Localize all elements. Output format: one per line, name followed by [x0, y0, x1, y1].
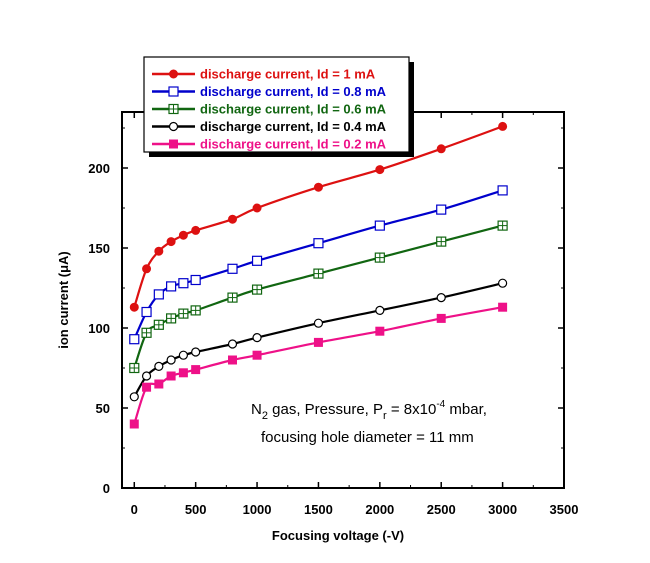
data-point: [178, 278, 189, 289]
data-point: [497, 185, 508, 196]
annotation-gas-pressure: N2 gas, Pressure, Pr = 8x10-4 mbar,: [251, 399, 487, 422]
legend-label: discharge current, Id = 0.8 mA: [200, 84, 387, 99]
legend-label: discharge current, Id = 0.4 mA: [200, 119, 387, 134]
data-point: [169, 139, 178, 149]
data-point: [166, 237, 176, 247]
data-point: [166, 313, 177, 324]
x-tick-label: 0: [131, 502, 138, 517]
data-point: [252, 350, 262, 360]
data-point: [142, 264, 152, 274]
data-point: [436, 144, 446, 154]
y-tick-label: 0: [103, 481, 110, 496]
data-point: [313, 268, 324, 279]
legend: discharge current, Id = 1 mA discharge cu…: [143, 56, 414, 157]
x-tick-label: 2500: [427, 502, 456, 517]
series-2: [129, 185, 508, 345]
legend-label: discharge current, Id = 1 mA: [200, 67, 376, 82]
data-point: [374, 220, 385, 231]
data-point: [436, 236, 447, 247]
annotation-hole-diameter: focusing hole diameter = 11 mm: [261, 429, 474, 446]
axis-ticks: 0 500 1000 1500 2000 2500 3000 3500 0 50 100 150 200: [88, 112, 578, 517]
data-point: [129, 392, 139, 402]
y-tick-label: 50: [96, 401, 110, 416]
series-layer: [129, 121, 508, 429]
x-tick-label: 500: [185, 502, 207, 517]
y-axis-label: ion current (μA): [56, 251, 71, 349]
x-tick-label: 1000: [243, 502, 272, 517]
data-point: [375, 165, 385, 175]
data-point: [313, 337, 323, 347]
data-point: [374, 252, 385, 263]
data-point: [168, 103, 179, 115]
x-tick-label: 3500: [550, 502, 579, 517]
data-point: [228, 214, 237, 224]
data-point: [166, 355, 176, 365]
series-5: [129, 302, 508, 429]
data-point: [227, 339, 238, 349]
series-4: [129, 278, 508, 402]
data-point: [169, 69, 178, 79]
data-point: [190, 274, 201, 286]
data-point: [191, 365, 201, 375]
data-point: [436, 204, 447, 215]
x-tick-label: 1500: [304, 502, 333, 517]
data-point: [141, 371, 152, 381]
data-point: [141, 306, 152, 318]
x-tick-label: 2000: [365, 502, 394, 517]
data-point: [168, 86, 179, 97]
data-point: [129, 419, 139, 429]
data-point: [313, 182, 323, 192]
data-point: [313, 318, 324, 328]
data-point: [178, 350, 188, 360]
series-3: [129, 220, 508, 374]
data-point: [154, 379, 164, 389]
y-tick-label: 150: [88, 241, 110, 256]
data-point: [252, 333, 262, 343]
data-point: [190, 305, 201, 316]
legend-label: discharge current, Id = 0.6 mA: [200, 102, 387, 117]
series-1: [129, 121, 508, 312]
data-point: [129, 362, 140, 374]
data-point: [436, 293, 446, 303]
data-point: [498, 302, 508, 312]
y-tick-label: 200: [88, 161, 110, 176]
x-tick-label: 3000: [488, 502, 517, 517]
data-point: [313, 238, 324, 249]
data-point: [154, 361, 164, 371]
x-axis-label: Focusing voltage (-V): [272, 528, 404, 543]
data-point: [141, 327, 152, 338]
legend-label: discharge current, Id = 0.2 mA: [200, 137, 387, 152]
data-point: [154, 246, 164, 256]
data-point: [375, 305, 385, 315]
data-point: [497, 220, 508, 231]
data-point: [166, 281, 177, 292]
data-point: [436, 313, 446, 323]
y-tick-label: 100: [88, 321, 110, 336]
data-point: [178, 368, 188, 378]
data-point: [227, 292, 238, 303]
data-point: [252, 203, 262, 213]
data-point: [251, 255, 263, 266]
data-point: [227, 263, 238, 274]
data-point: [153, 319, 164, 330]
data-point: [178, 308, 189, 319]
data-point: [191, 225, 201, 235]
data-point: [228, 355, 237, 365]
data-point: [498, 278, 508, 288]
data-point: [498, 121, 508, 131]
data-point: [142, 382, 152, 392]
data-point: [178, 230, 188, 240]
data-point: [375, 326, 385, 336]
plot-area: [121, 111, 565, 489]
data-point: [129, 334, 140, 345]
data-point: [166, 371, 176, 381]
data-point: [251, 284, 263, 295]
data-point: [191, 347, 201, 357]
data-point: [129, 302, 139, 312]
data-point: [153, 289, 164, 300]
data-point: [168, 121, 179, 132]
